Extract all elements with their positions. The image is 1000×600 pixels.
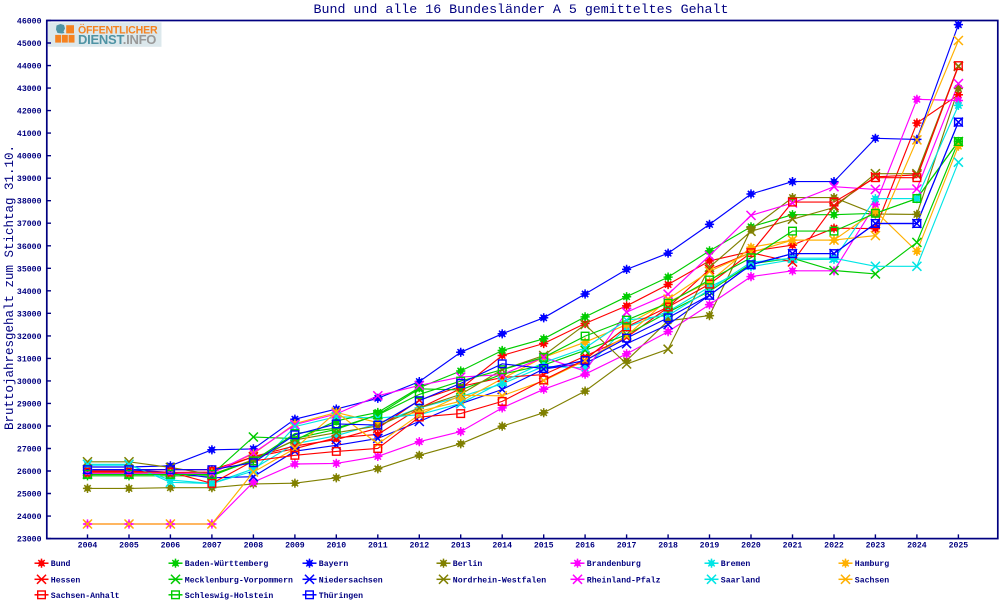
svg-text:26000: 26000 xyxy=(17,468,42,477)
svg-text:2022: 2022 xyxy=(824,542,844,551)
svg-text:Schleswig-Holstein: Schleswig-Holstein xyxy=(185,591,274,600)
svg-text:37000: 37000 xyxy=(17,220,42,229)
svg-text:2010: 2010 xyxy=(326,542,346,551)
svg-text:38000: 38000 xyxy=(17,198,42,207)
svg-text:2008: 2008 xyxy=(244,542,264,551)
svg-text:29000: 29000 xyxy=(17,400,42,409)
svg-text:Sachsen-Anhalt: Sachsen-Anhalt xyxy=(51,591,120,600)
svg-text:2012: 2012 xyxy=(409,542,429,551)
svg-text:25000: 25000 xyxy=(17,491,42,500)
svg-text:2004: 2004 xyxy=(78,542,98,551)
svg-text:39000: 39000 xyxy=(17,175,42,184)
svg-text:Rheinland-Pfalz: Rheinland-Pfalz xyxy=(587,575,661,585)
svg-text:35000: 35000 xyxy=(17,265,42,274)
svg-text:Nordrhein-Westfalen: Nordrhein-Westfalen xyxy=(453,575,546,585)
svg-text:28000: 28000 xyxy=(17,423,42,432)
svg-text:32000: 32000 xyxy=(17,333,42,342)
svg-text:2020: 2020 xyxy=(741,542,761,551)
svg-text:2006: 2006 xyxy=(161,542,181,551)
svg-text:DIENST.INFO: DIENST.INFO xyxy=(78,32,156,47)
svg-text:Bruttojahresgehalt zum Stichta: Bruttojahresgehalt zum Stichtag 31.10. xyxy=(3,145,17,430)
svg-text:30000: 30000 xyxy=(17,378,42,387)
svg-text:23000: 23000 xyxy=(17,536,42,545)
svg-text:2009: 2009 xyxy=(285,542,305,551)
svg-text:31000: 31000 xyxy=(17,355,42,364)
svg-text:Brandenburg: Brandenburg xyxy=(587,559,641,569)
svg-text:2021: 2021 xyxy=(783,542,803,551)
svg-text:2014: 2014 xyxy=(492,542,512,551)
svg-text:44000: 44000 xyxy=(17,63,42,72)
svg-text:Thüringen: Thüringen xyxy=(319,591,363,600)
svg-text:2016: 2016 xyxy=(575,542,595,551)
svg-text:24000: 24000 xyxy=(17,513,42,522)
svg-text:27000: 27000 xyxy=(17,446,42,455)
svg-text:2013: 2013 xyxy=(451,542,471,551)
svg-text:Saarland: Saarland xyxy=(721,575,760,585)
svg-text:42000: 42000 xyxy=(17,108,42,117)
svg-text:Bund: Bund xyxy=(51,559,71,569)
svg-text:2015: 2015 xyxy=(534,542,554,551)
svg-text:2024: 2024 xyxy=(907,542,927,551)
svg-text:ÖFFENTLICHER: ÖFFENTLICHER xyxy=(78,23,158,36)
svg-text:Baden-Württemberg: Baden-Württemberg xyxy=(185,559,269,569)
svg-text:Hessen: Hessen xyxy=(51,576,81,585)
svg-text:45000: 45000 xyxy=(17,40,42,49)
svg-text:2018: 2018 xyxy=(658,542,678,551)
svg-text:2005: 2005 xyxy=(119,542,139,551)
svg-text:33000: 33000 xyxy=(17,310,42,319)
svg-text:Hamburg: Hamburg xyxy=(855,559,889,569)
svg-text:Bund und alle 16 Bundesländer: Bund und alle 16 Bundesländer A 5 gemitt… xyxy=(314,2,729,17)
svg-text:Berlin: Berlin xyxy=(453,559,483,569)
svg-text:Sachsen: Sachsen xyxy=(855,575,889,585)
svg-text:2019: 2019 xyxy=(700,542,720,551)
svg-text:43000: 43000 xyxy=(17,85,42,94)
svg-text:2007: 2007 xyxy=(202,542,222,551)
svg-text:34000: 34000 xyxy=(17,288,42,297)
svg-text:46000: 46000 xyxy=(17,18,42,27)
svg-text:Niedersachsen: Niedersachsen xyxy=(319,575,383,585)
svg-text:2023: 2023 xyxy=(866,542,886,551)
svg-text:2017: 2017 xyxy=(617,542,637,551)
svg-text:Bremen: Bremen xyxy=(721,560,751,569)
svg-text:Mecklenburg-Vorpommern: Mecklenburg-Vorpommern xyxy=(185,575,293,585)
svg-text:2011: 2011 xyxy=(368,542,388,551)
svg-text:2025: 2025 xyxy=(949,542,969,551)
svg-text:Bayern: Bayern xyxy=(319,560,349,569)
svg-text:40000: 40000 xyxy=(17,153,42,162)
svg-text:36000: 36000 xyxy=(17,243,42,252)
svg-text:41000: 41000 xyxy=(17,130,42,139)
